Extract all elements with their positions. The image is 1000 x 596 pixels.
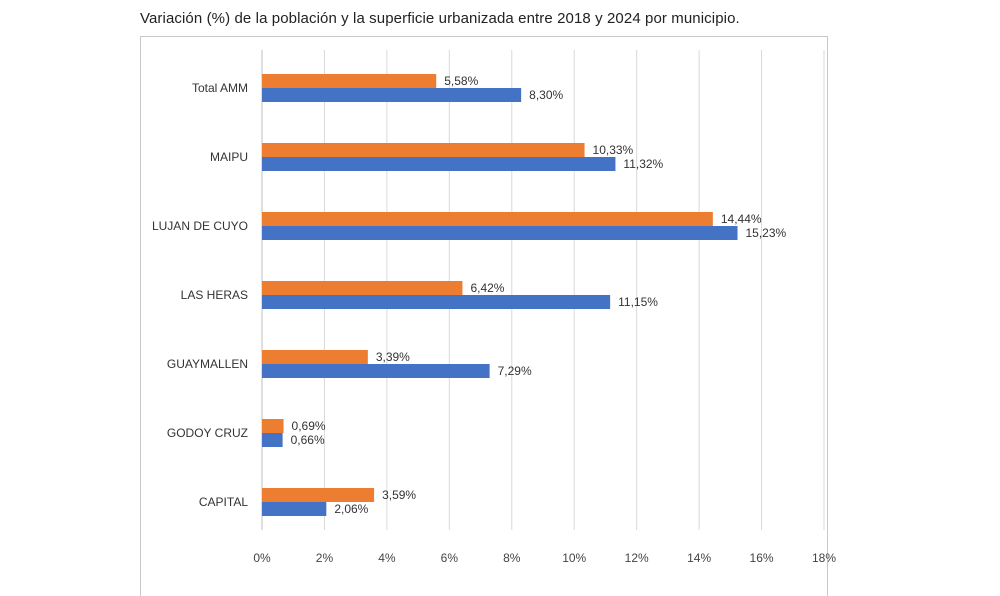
category-label: GODOY CRUZ bbox=[167, 426, 248, 440]
bar bbox=[262, 433, 283, 447]
data-labels: 5,58% 8,30% 10,33%11,32% 14,44%15,23% 6,42% 1… bbox=[291, 74, 787, 516]
bar bbox=[262, 364, 490, 378]
bar bbox=[262, 488, 375, 502]
category-label: LUJAN DE CUYO bbox=[152, 219, 248, 233]
data-label: 10,33% bbox=[593, 143, 634, 157]
x-tick-label: 0% bbox=[253, 551, 271, 565]
bar-chart: Total AMM MAIPU LUJAN DE CUYO LAS HERAS GUAY… bbox=[152, 50, 836, 565]
bar bbox=[262, 157, 616, 171]
x-tick-label: 16% bbox=[750, 551, 774, 565]
x-tick-label: 8% bbox=[503, 551, 521, 565]
data-label: 2,06% bbox=[334, 502, 368, 516]
x-tick-label: 4% bbox=[378, 551, 396, 565]
chart-frame bbox=[140, 36, 828, 596]
bar bbox=[262, 502, 327, 516]
data-label: 6,42% bbox=[470, 281, 504, 295]
category-label: Total AMM bbox=[192, 81, 248, 95]
category-label: GUAYMALLEN bbox=[167, 357, 248, 371]
bar bbox=[262, 281, 463, 295]
bar bbox=[262, 143, 585, 157]
x-tick-label: 14% bbox=[687, 551, 711, 565]
bar bbox=[262, 212, 713, 226]
x-tick-labels: 0% 2% 4% 6% 8% 10% 12% 14% 16% 18% bbox=[253, 551, 836, 565]
data-label: 0,66% bbox=[291, 433, 325, 447]
category-label: MAIPU bbox=[210, 150, 248, 164]
data-label: 14,44% bbox=[721, 212, 762, 226]
bar bbox=[262, 88, 522, 102]
x-tick-label: 6% bbox=[441, 551, 459, 565]
x-tick-label: 18% bbox=[812, 551, 836, 565]
category-label: LAS HERAS bbox=[181, 288, 248, 302]
bar bbox=[262, 419, 284, 433]
data-label: 0,69% bbox=[292, 419, 326, 433]
data-label: 7,29% bbox=[498, 364, 532, 378]
chart-title: Variación (%) de la población y la super… bbox=[140, 10, 740, 27]
x-tick-label: 12% bbox=[625, 551, 649, 565]
category-label: CAPITAL bbox=[199, 495, 248, 509]
data-label: 11,32% bbox=[623, 157, 663, 171]
data-label: 3,59% bbox=[382, 488, 416, 502]
data-label: 5,58% bbox=[444, 74, 478, 88]
data-label: 11,15% bbox=[618, 295, 658, 309]
category-labels: Total AMM MAIPU LUJAN DE CUYO LAS HERAS GUAY… bbox=[152, 81, 248, 509]
bar bbox=[262, 226, 738, 240]
x-tick-label: 10% bbox=[562, 551, 586, 565]
data-label: 15,23% bbox=[746, 226, 787, 240]
data-label: 3,39% bbox=[376, 350, 410, 364]
x-tick-label: 2% bbox=[316, 551, 334, 565]
bar bbox=[262, 350, 368, 364]
bar bbox=[262, 295, 611, 309]
bar bbox=[262, 74, 437, 88]
bars bbox=[262, 74, 738, 516]
data-label: 8,30% bbox=[529, 88, 563, 102]
